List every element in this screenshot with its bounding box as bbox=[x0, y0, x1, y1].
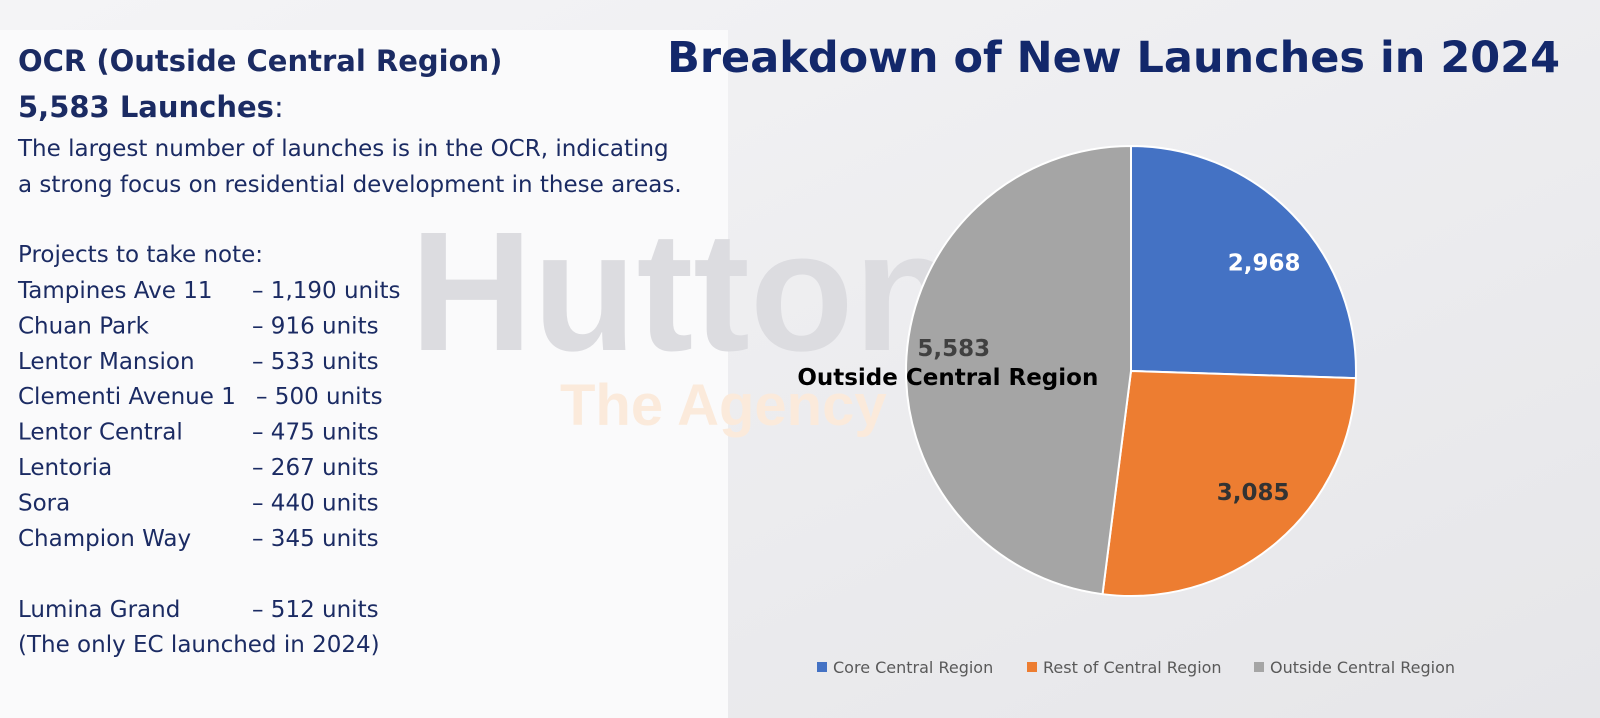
pie: 2,968 3,085 5,583 Outside Central Region Cor… bbox=[797, 144, 1455, 677]
launches-suffix: : bbox=[274, 90, 284, 124]
watermark-brand: Hutton bbox=[410, 197, 958, 387]
ec-note: (The only EC launched in 2024) bbox=[18, 632, 380, 658]
project-units: – 267 units bbox=[252, 455, 379, 481]
project-name: Chuan Park bbox=[18, 313, 150, 339]
project-units: – 440 units bbox=[252, 490, 379, 516]
ec-units: – 512 units bbox=[252, 597, 379, 623]
project-name: Sora bbox=[18, 490, 70, 516]
legend-swatch bbox=[817, 662, 827, 672]
description-line: The largest number of launches is in the… bbox=[17, 136, 669, 162]
project-units: – 475 units bbox=[252, 420, 379, 446]
text-block: The largest number of launches is in the… bbox=[17, 136, 682, 658]
project-units: – 500 units bbox=[256, 384, 383, 410]
project-units: – 533 units bbox=[252, 349, 379, 375]
project-name: Champion Way bbox=[18, 526, 191, 552]
project-units: – 345 units bbox=[252, 526, 379, 552]
legend-label: Outside Central Region bbox=[1270, 658, 1455, 677]
pie-slice bbox=[1130, 144, 1357, 380]
value-label: 2,968 bbox=[1228, 250, 1301, 276]
legend-label: Rest of Central Region bbox=[1043, 658, 1222, 677]
pie-slice bbox=[1101, 369, 1357, 597]
projects-title: Projects to take note: bbox=[18, 242, 263, 268]
project-name: Lentoria bbox=[18, 455, 112, 481]
heading: OCR (Outside Central Region) bbox=[18, 44, 502, 78]
legend-swatch bbox=[1027, 662, 1037, 672]
category-label: Outside Central Region bbox=[797, 365, 1098, 391]
legend-label: Core Central Region bbox=[833, 658, 993, 677]
value-label: 3,085 bbox=[1217, 480, 1290, 506]
project-name: Tampines Ave 11 bbox=[17, 278, 212, 304]
launches-count: 5,583 Launches bbox=[18, 90, 274, 124]
project-units: – 916 units bbox=[252, 313, 379, 339]
project-units: – 1,190 units bbox=[252, 278, 401, 304]
project-name: Clementi Avenue 1 bbox=[18, 384, 236, 410]
value-label: 5,583 bbox=[917, 336, 990, 362]
ec-name: Lumina Grand bbox=[18, 597, 180, 623]
project-name: Lentor Mansion bbox=[18, 349, 195, 375]
text-panel-bg bbox=[0, 30, 728, 718]
project-name: Lentor Central bbox=[18, 420, 183, 446]
chart-title: Breakdown of New Launches in 2024 bbox=[667, 33, 1560, 83]
legend-swatch bbox=[1254, 662, 1264, 672]
launches-heading: 5,583 Launches: bbox=[18, 90, 284, 124]
pie-slice bbox=[905, 144, 1132, 596]
watermark-tagline: The Agency bbox=[560, 373, 887, 438]
description-line: a strong focus on residential developmen… bbox=[18, 172, 682, 198]
